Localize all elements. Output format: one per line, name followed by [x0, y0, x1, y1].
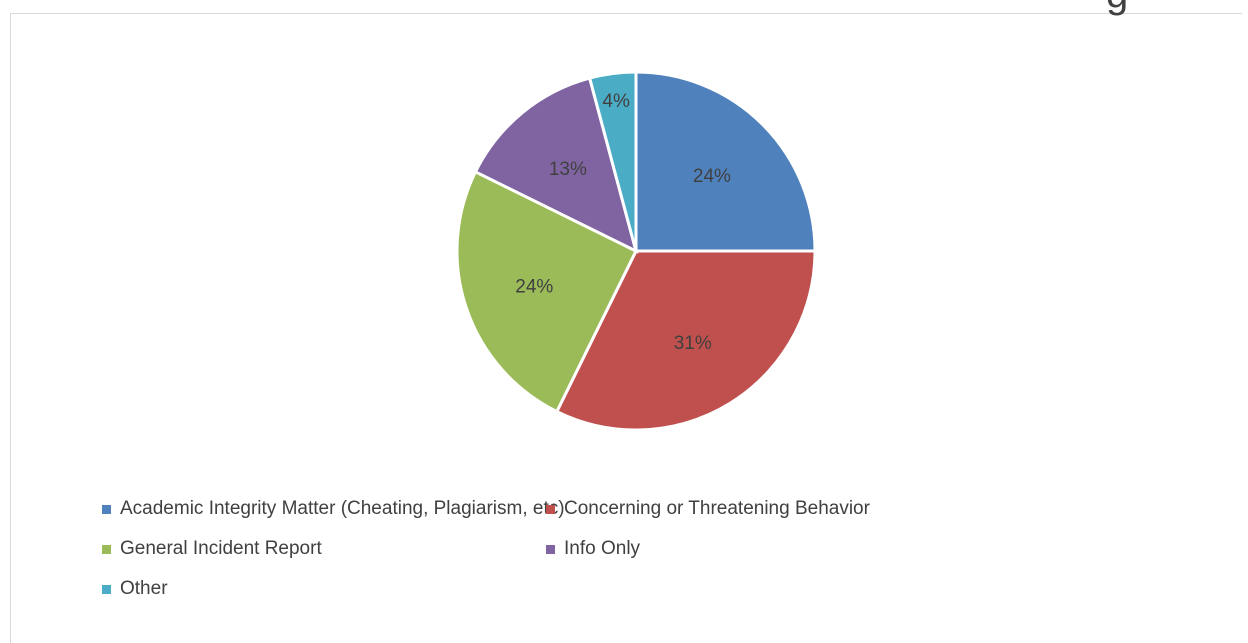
data-label-3: 24%: [515, 277, 553, 298]
data-label-1: 24%: [693, 166, 731, 187]
legend-label-2: Concerning or Threatening Behavior: [564, 498, 870, 519]
legend-item-2: Concerning or Threatening Behavior: [546, 498, 870, 520]
pie-chart: 24% 31% 24% 13% 4%: [455, 70, 817, 432]
data-label-4: 13%: [549, 159, 587, 180]
legend-label-5: Other: [120, 578, 168, 599]
legend-swatch-1: [102, 504, 111, 514]
legend-swatch-3: [102, 544, 111, 554]
legend-label-4: Info Only: [564, 538, 641, 559]
pie-slice-1: [634, 70, 817, 253]
legend-swatch-5: [102, 584, 111, 594]
chart-area: [10, 13, 1242, 643]
legend-item-4: Info Only: [546, 538, 640, 560]
clipped-title-fragment: g: [1106, 0, 1128, 14]
pie-slice-2: [554, 249, 817, 432]
data-label-5: 4%: [602, 91, 630, 112]
legend-item-1: Academic Integrity Matter (Cheating, Pla…: [102, 498, 565, 520]
legend-swatch-2: [546, 504, 555, 514]
legend-label-1: Academic Integrity Matter (Cheating, Pla…: [120, 498, 565, 519]
pie-slice-5: [587, 70, 638, 252]
legend-label-3: General Incident Report: [120, 538, 322, 559]
pie-slice-4: [473, 76, 639, 254]
legend-swatch-4: [546, 544, 555, 554]
data-label-2: 31%: [674, 333, 712, 354]
pie-slice-3: [455, 169, 639, 414]
legend-item-5: Other: [102, 578, 168, 600]
legend-item-3: General Incident Report: [102, 538, 322, 560]
chart-legend: Academic Integrity Matter (Cheating, Pla…: [102, 498, 1102, 618]
